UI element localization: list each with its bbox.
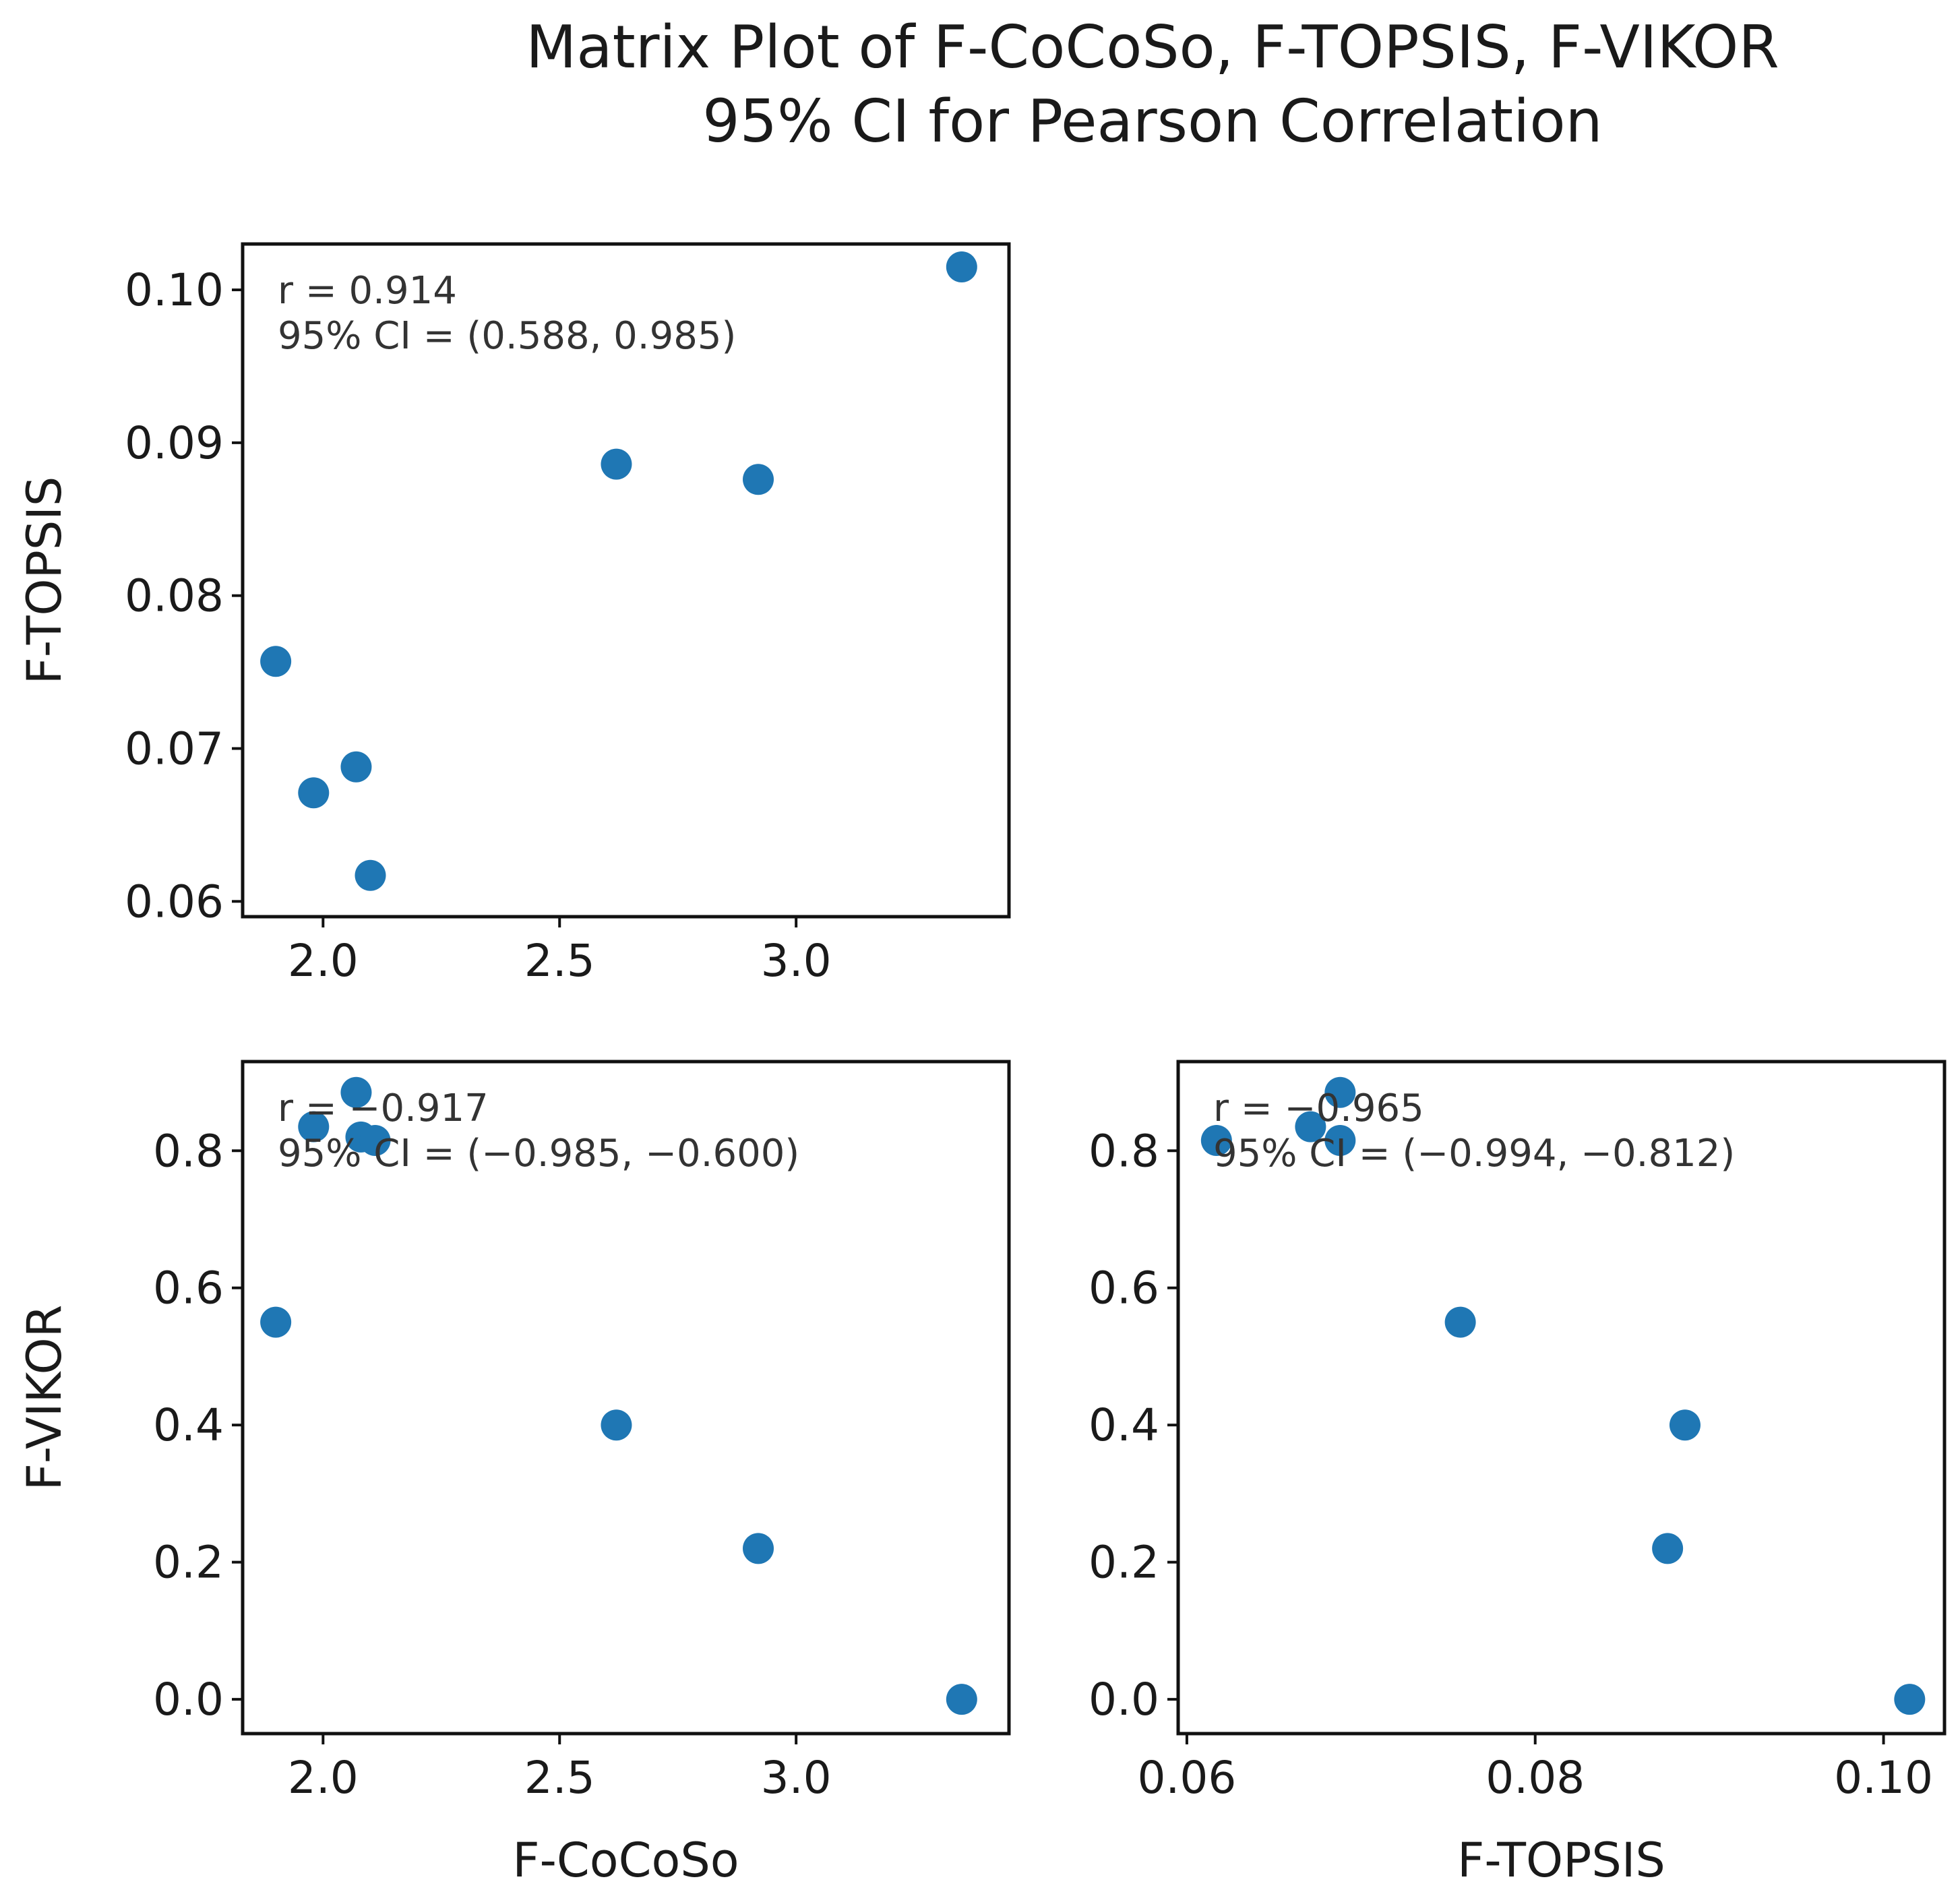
y-tick-label: 0.6	[1089, 1262, 1159, 1314]
y-tick-label: 0.4	[1089, 1399, 1159, 1451]
axes-frame	[241, 242, 1011, 919]
data-point	[1324, 1076, 1356, 1108]
data-point	[743, 464, 774, 495]
data-point	[298, 1111, 330, 1142]
x-tick-label: 2.0	[288, 935, 359, 987]
figure-title-line2: 95% CI for Pearson Correlation	[702, 87, 1602, 156]
y-tick-label: 0.8	[153, 1125, 224, 1177]
data-point	[1324, 1124, 1356, 1156]
x-tick-label: 3.0	[761, 1752, 832, 1804]
data-point	[1652, 1533, 1684, 1564]
axes-frame	[241, 1060, 1011, 1736]
confidence-interval-annotation: 95% CI = (0.588, 0.985)	[278, 314, 736, 358]
y-tick-label: 0.2	[1089, 1537, 1159, 1589]
data-point	[340, 751, 372, 783]
x-tick-label: 3.0	[761, 935, 832, 987]
y-tick-label: 0.08	[125, 570, 224, 622]
x-tick-label: 2.5	[524, 935, 595, 987]
data-point	[1894, 1684, 1926, 1715]
y-axis-label: F-TOPSIS	[17, 477, 72, 685]
correlation-r-annotation: r = −0.965	[1213, 1087, 1424, 1130]
data-point	[260, 1306, 292, 1338]
data-point	[1444, 1306, 1476, 1338]
data-point	[946, 251, 977, 283]
data-point	[1200, 1124, 1232, 1156]
data-point	[359, 1124, 391, 1156]
data-point	[946, 1684, 977, 1715]
correlation-r-annotation: r = −0.917	[278, 1087, 489, 1130]
x-tick-label: 0.10	[1834, 1752, 1933, 1804]
x-tick-label: 0.08	[1486, 1752, 1585, 1804]
data-point	[601, 448, 632, 480]
y-tick-label: 0.8	[1089, 1125, 1159, 1177]
data-point	[743, 1533, 774, 1564]
data-point	[355, 859, 386, 891]
x-axis-label: F-TOPSIS	[1457, 1833, 1665, 1888]
confidence-interval-annotation: 95% CI = (−0.994, −0.812)	[1213, 1132, 1735, 1176]
data-point	[601, 1409, 632, 1441]
correlation-r-annotation: r = 0.914	[278, 269, 457, 313]
scatter-panels: 2.0 2.5 3.00.060.070.080.090.10 r = 0.91495…	[17, 242, 1947, 1888]
y-tick-label: 0.07	[125, 723, 224, 775]
y-tick-label: 0.2	[153, 1537, 224, 1589]
data-point	[298, 777, 330, 809]
x-axis-label: F-CoCoSo	[512, 1833, 739, 1888]
y-tick-label: 0.10	[125, 264, 224, 316]
y-axis-label: F-VIKOR	[17, 1305, 72, 1491]
data-point	[260, 646, 292, 677]
data-point	[1295, 1111, 1326, 1142]
confidence-interval-annotation: 95% CI = (−0.985, −0.600)	[278, 1132, 799, 1176]
panel-topsis-vs-vikor: 0.06 0.08 0.10 0.0 0.2 0.4 0.6 0.8 r = −0.96595%…	[1089, 1060, 1947, 1888]
y-tick-label: 0.6	[153, 1262, 224, 1314]
data-point	[1669, 1409, 1701, 1441]
y-tick-label: 0.4	[153, 1399, 224, 1451]
x-tick-label: 2.0	[288, 1752, 359, 1804]
y-tick-label: 0.0	[1089, 1674, 1159, 1726]
y-tick-label: 0.09	[125, 417, 224, 469]
axes-frame	[1176, 1060, 1947, 1736]
panel-cocoso-vs-topsis: 2.0 2.5 3.0 0.06 0.07 0.08 0.09 0.10 r = 0.91495…	[17, 242, 1011, 987]
x-tick-label: 2.5	[524, 1752, 595, 1804]
data-point	[340, 1076, 372, 1108]
figure-title-line1: Matrix Plot of F-CoCoSo, F-TOPSIS, F-VIK…	[526, 13, 1779, 82]
y-tick-label: 0.06	[125, 876, 224, 927]
y-tick-label: 0.0	[153, 1674, 224, 1726]
x-tick-label: 0.06	[1137, 1752, 1236, 1804]
